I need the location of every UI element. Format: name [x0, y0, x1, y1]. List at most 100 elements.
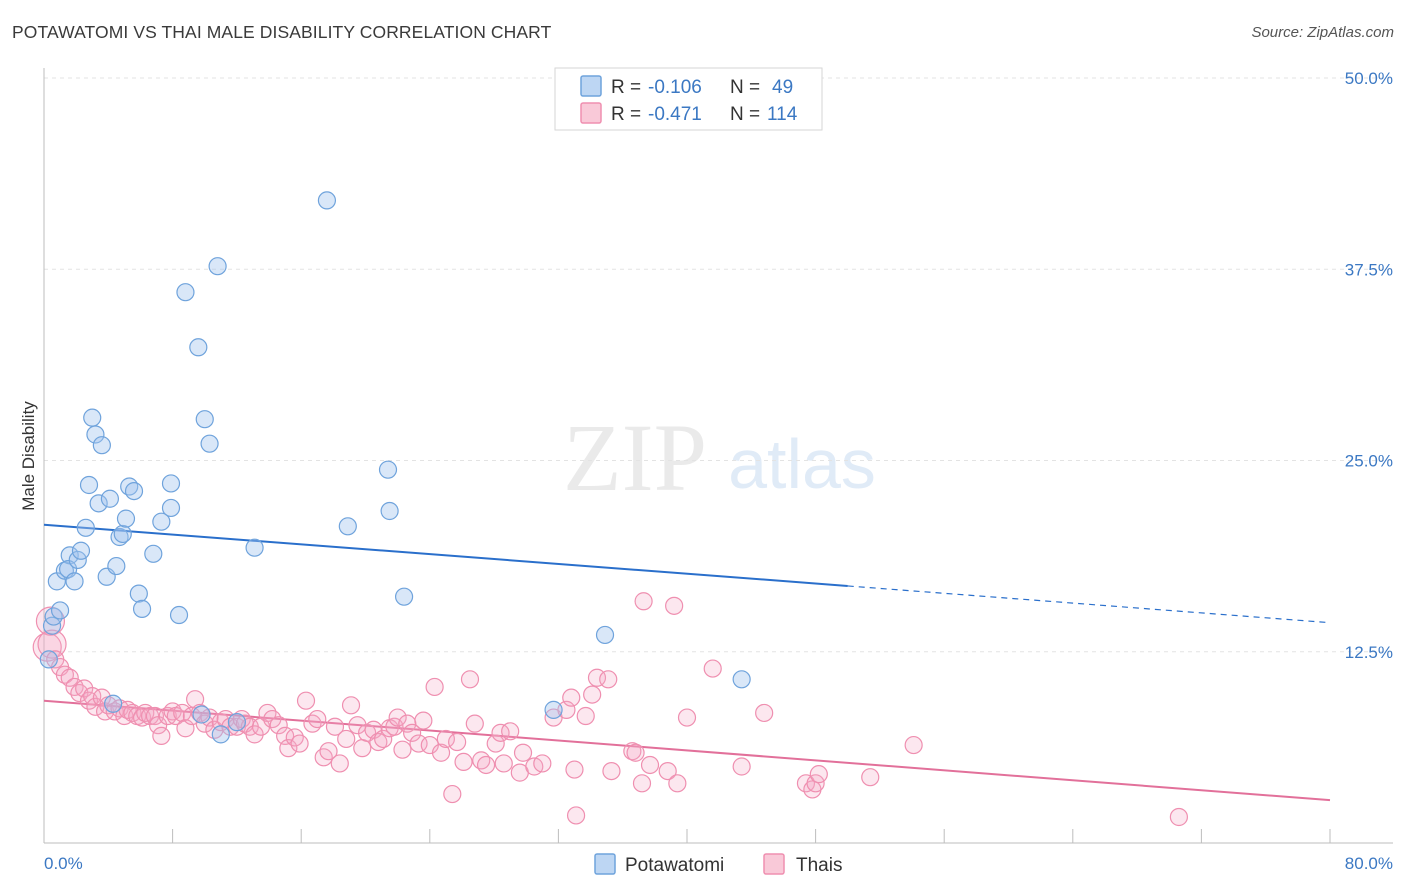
thais-point	[425, 677, 444, 697]
potawatomi-point	[192, 705, 211, 724]
potawatomi-point	[200, 434, 219, 453]
thais-point	[149, 716, 168, 735]
legend-swatch-potawatomi	[580, 75, 602, 97]
thais-point	[533, 754, 552, 773]
legend-n-label-potawatomi: N =	[730, 77, 760, 98]
potawatomi-point	[245, 538, 264, 557]
thais-point	[393, 740, 412, 759]
thais-point	[448, 732, 467, 752]
potawatomi-point	[107, 556, 126, 576]
thais-point	[602, 761, 621, 781]
potawatomi-point	[50, 601, 70, 620]
legend-bottom: Potawatomi Thais	[594, 853, 842, 876]
potawatomi-point	[42, 616, 62, 635]
thais-point	[501, 722, 520, 741]
thais-point	[562, 688, 581, 707]
potawatomi-point	[189, 338, 208, 357]
potawatomi-points	[39, 191, 751, 744]
potawatomi-point	[104, 694, 123, 713]
watermark-zip: ZIP	[563, 404, 707, 511]
potawatomi-point	[110, 527, 129, 547]
thais-point	[388, 708, 407, 727]
x-tick-label-max: 80.0%	[1345, 854, 1393, 873]
x-tick-label-min: 0.0%	[44, 854, 83, 873]
source-label: Source: ZipAtlas.com	[1251, 24, 1394, 41]
bottom-legend-swatch-potawatomi	[594, 853, 616, 875]
thais-point	[55, 665, 74, 684]
watermark-atlas: atlas	[728, 425, 876, 503]
thais-point	[465, 714, 484, 733]
y-tick-label: 25.0%	[1345, 452, 1393, 471]
legend-r-label-thais: R =	[611, 104, 641, 125]
potawatomi-point	[144, 544, 163, 563]
thais-point	[494, 754, 513, 773]
thais-point	[599, 670, 618, 689]
potawatomi-point	[129, 584, 148, 603]
thais-point	[60, 668, 79, 687]
potawatomi-point	[380, 501, 399, 521]
thais-point	[640, 755, 660, 775]
thais-point	[809, 765, 828, 784]
legend-swatch-thais	[580, 102, 602, 124]
potawatomi-point	[208, 257, 227, 276]
thais-point	[454, 752, 473, 772]
potawatomi-point	[169, 605, 189, 625]
potawatomi-trend-line-extension	[847, 585, 1331, 624]
potawatomi-point	[732, 670, 751, 689]
y-tick-label: 12.5%	[1345, 643, 1393, 662]
legend-r-label-potawatomi: R =	[611, 77, 641, 98]
thais-point	[330, 754, 349, 773]
thais-point	[732, 757, 751, 776]
thais-point	[258, 703, 277, 723]
potawatomi-point	[83, 408, 102, 427]
y-tick-label: 37.5%	[1345, 260, 1393, 279]
thais-point	[755, 703, 774, 723]
potawatomi-point	[116, 509, 136, 528]
y-tick-labels: 12.5% 25.0% 37.5% 50.0%	[1345, 69, 1393, 662]
thais-point	[285, 728, 304, 747]
thais-point	[308, 709, 327, 729]
potawatomi-point	[176, 283, 195, 302]
thais-point	[576, 706, 595, 726]
thais-point	[861, 768, 880, 787]
thais-point	[904, 735, 923, 755]
bottom-legend-label-thais: Thais	[796, 855, 842, 876]
potawatomi-point	[544, 700, 563, 719]
potawatomi-point	[338, 517, 357, 536]
potawatomi-point	[86, 425, 105, 444]
thais-point	[290, 734, 309, 753]
legend-n-value-thais: 114	[767, 104, 798, 125]
potawatomi-point	[378, 460, 398, 479]
potawatomi-point	[39, 650, 58, 669]
thais-point	[186, 690, 205, 709]
legend-top: R = -0.106 N = 49 R = -0.471 N = 114	[554, 67, 823, 131]
potawatomi-point	[92, 436, 111, 455]
thais-point	[443, 784, 462, 804]
potawatomi-point	[89, 494, 108, 513]
potawatomi-point	[124, 482, 144, 501]
thais-point	[374, 729, 393, 749]
potawatomi-point	[65, 572, 84, 591]
thais-point	[414, 711, 433, 730]
thais-point	[513, 743, 533, 762]
thais-point	[665, 596, 684, 615]
potawatomi-point	[100, 489, 120, 508]
potawatomi-point	[317, 191, 337, 210]
thais-point	[314, 748, 333, 767]
axes	[43, 68, 1393, 844]
potawatomi-point	[132, 599, 152, 619]
potawatomi-point	[595, 625, 615, 645]
chart-title: POTAWATOMI VS THAI MALE DISABILITY CORRE…	[12, 22, 552, 42]
thais-point	[632, 774, 652, 793]
y-tick-label: 50.0%	[1345, 69, 1393, 88]
grid-lines	[44, 77, 1393, 653]
thais-point	[269, 716, 288, 735]
thais-point	[436, 729, 455, 749]
thais-point	[337, 729, 356, 749]
thais-point	[319, 742, 338, 761]
bottom-legend-swatch-thais	[763, 853, 785, 875]
thais-point	[703, 659, 722, 678]
thais-point	[460, 670, 480, 689]
thais-point	[486, 734, 505, 753]
